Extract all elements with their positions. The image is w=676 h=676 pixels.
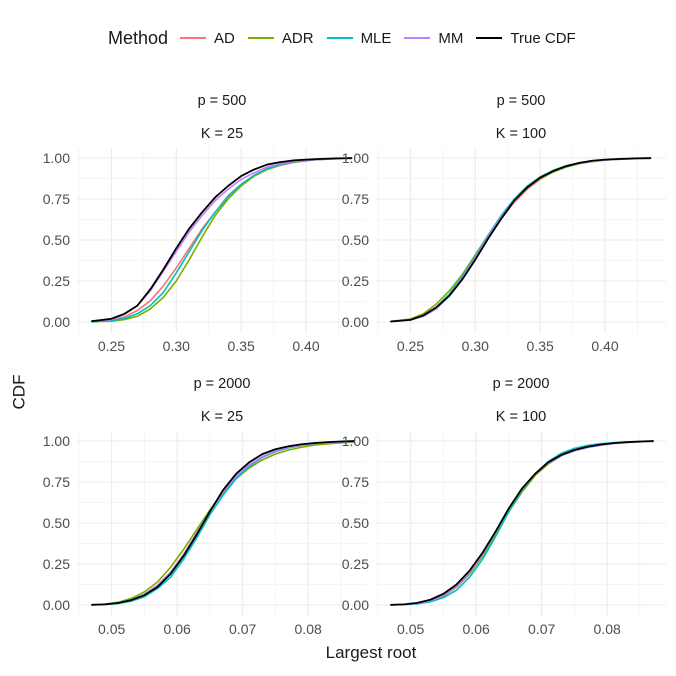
legend-key-mle [326,37,353,39]
facet-2-y-tick-label: 0.75 [342,191,369,207]
legend-item-mm: MM [404,30,463,47]
facet-2-strip-p: p = 500 [496,93,546,109]
facet-3-strip-k: K = 25 [200,409,244,425]
facet-1-y-tick-label: 1.00 [43,150,70,166]
facet-2-y-tick-label: 0.50 [342,232,369,248]
facet-2-series-true-cdf [390,157,652,323]
facet-2-y-tick-label: 0.25 [342,273,369,289]
facet-4-y-tick-label: 1.00 [342,433,369,449]
facet-2-x-tick-label: 0.30 [462,338,489,354]
legend-key-true-cdf [476,37,503,39]
facet-1-y-tick-label: 0.50 [43,232,70,248]
y-axis-label: CDF [9,374,29,410]
facet-1-x-tick-label: 0.35 [228,338,255,354]
legend-label-ad: AD [214,29,235,47]
facet-4-strip-p: p = 2000 [492,376,550,392]
facet-2-x-tick-label: 0.35 [527,338,554,354]
legend: Method AD ADR MLE MM True CDF [108,26,589,50]
facet-3-y-tick-label: 0.00 [43,597,70,613]
facet-4-x-tick-label: 0.06 [463,621,490,637]
legend-label-true-cdf: True CDF [510,29,576,47]
facet-4-y-tick-label: 0.75 [342,474,369,490]
facet-1-y-tick-label: 0.25 [43,273,70,289]
legend-title: Method [108,27,169,48]
legend-item-mle: MLE [326,29,392,47]
legend-key-adr [247,37,274,39]
facet-1-x-tick-label: 0.40 [292,338,319,354]
facet-3-series-adr [91,441,355,606]
facet-1-x-tick-label: 0.25 [98,338,125,354]
facet-3-y-tick-label: 0.50 [43,515,70,531]
facet-1-x-tick-label: 0.30 [163,338,190,354]
facet-3-series-true-cdf [91,440,355,606]
facet-2-x-tick-label: 0.25 [397,338,424,354]
facet-4-y-tick-label: 0.00 [342,597,369,613]
legend-item-ad: AD [180,30,235,47]
facet-1-y-tick-label: 0.00 [43,314,70,330]
facet-3-x-tick-label: 0.06 [164,621,191,637]
facet-3-y-tick-label: 1.00 [43,433,70,449]
facet-4-series-true-cdf [390,440,654,606]
legend-key-mm [404,37,431,39]
facet-2-y-tick-label: 0.00 [342,314,369,330]
facet-3-x-tick-label: 0.08 [295,621,322,637]
facet-3-x-tick-label: 0.05 [98,621,125,637]
facet-4-x-tick-label: 0.07 [528,621,555,637]
facet-2-strip-k: K = 100 [495,126,547,142]
facet-4-y-tick-label: 0.25 [342,556,369,572]
facet-2-y-tick-label: 1.00 [342,150,369,166]
facet-2-x-tick-label: 0.40 [591,338,618,354]
legend-item-adr: ADR [247,29,314,47]
legend-label-mm: MM [438,29,464,47]
legend-item-true-cdf: True CDF [476,29,576,47]
facet-1-strip-k: K = 25 [200,126,244,142]
legend-label-mle: MLE [360,29,392,47]
x-axis-label: Largest root [325,643,417,662]
facet-3-x-tick-label: 0.07 [229,621,256,637]
facet-3-y-tick-label: 0.25 [43,556,70,572]
facet-1-y-tick-label: 0.75 [43,191,70,207]
legend-label-adr: ADR [281,29,314,47]
facet-4-y-tick-label: 0.50 [342,515,369,531]
facet-4-strip-k: K = 100 [495,409,547,425]
facet-1-series-true-cdf [91,157,353,323]
facet-4-x-tick-label: 0.05 [397,621,424,637]
facet-3-y-tick-label: 0.75 [43,474,70,490]
legend-key-ad [180,37,207,39]
facet-3-strip-p: p = 2000 [193,376,251,392]
facet-1-strip-p: p = 500 [197,93,247,109]
facet-4-x-tick-label: 0.08 [594,621,621,637]
